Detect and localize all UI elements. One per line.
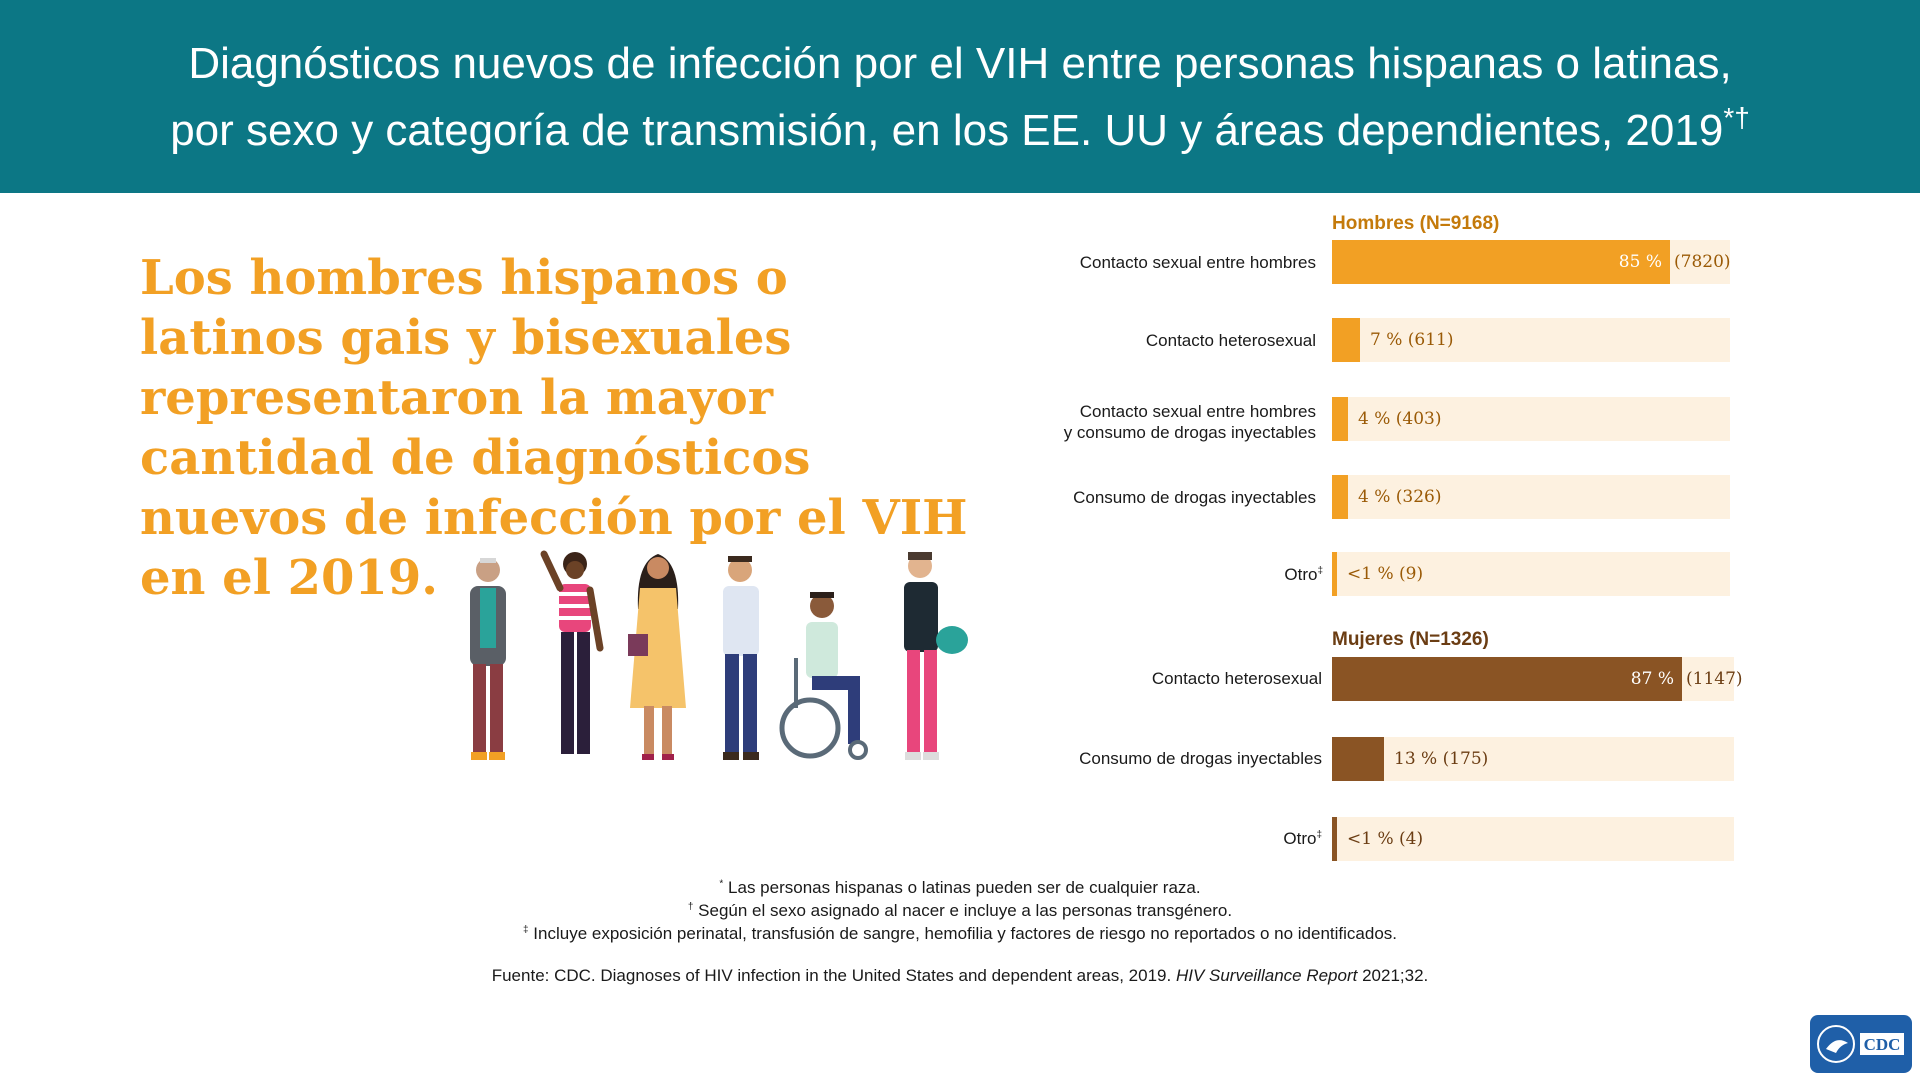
bar-track: 4 % (403)	[1332, 397, 1730, 441]
footnote-text: Las personas hispanas o latinas pueden s…	[728, 878, 1201, 897]
category-label-text-line-2: y consumo de drogas inyectables	[1063, 423, 1316, 442]
bar-fill	[1332, 817, 1337, 861]
footnotes: * Las personas hispanas o latinas pueden…	[0, 876, 1920, 945]
footnote-mark: ‡	[1317, 565, 1323, 577]
title-footnote-marks: *†	[1723, 102, 1750, 133]
source-report-title: HIV Surveillance Report	[1175, 966, 1358, 985]
category-label-text: Otro	[1284, 565, 1318, 584]
headline-text: Los hombres hispanos o latinos gais y bi…	[140, 250, 968, 606]
category-label: Contacto heterosexual	[716, 330, 1316, 351]
category-label: Otro‡	[723, 564, 1323, 585]
person-woman-bag-icon	[904, 552, 968, 760]
cdc-logo-text: CDC	[1864, 1035, 1901, 1054]
category-label-text: Consumo de drogas inyectables	[1079, 749, 1322, 768]
category-label: Contacto sexual entre hombres y consumo d…	[716, 401, 1316, 443]
category-label-text: Contacto heterosexual	[1151, 669, 1322, 688]
footnote-text: Incluye exposición perinatal, transfusió…	[533, 924, 1398, 943]
people-group-illustration	[470, 550, 968, 760]
footnote: † Según el sexo asignado al nacer e incl…	[0, 899, 1920, 922]
category-label: Contacto sexual entre hombres	[716, 252, 1316, 273]
bar-fill	[1332, 737, 1384, 781]
category-label-text: Contacto sexual entre hombres	[1079, 253, 1316, 272]
chart-title-line-2: por sexo y categoría de transmisión, en …	[0, 103, 1920, 159]
source-citation: Fuente: CDC. Diagnoses of HIV infection …	[0, 966, 1920, 986]
bar-fill	[1332, 657, 1682, 701]
bar-value-label: 4 % (326)	[1358, 487, 1442, 507]
bar-track: 85 % (7820)	[1332, 240, 1731, 284]
footnote-mark: ‡	[1316, 829, 1322, 841]
chart-title-line-1: Diagnósticos nuevos de infección por el …	[188, 39, 1732, 88]
section-title-mujeres: Mujeres (N=1326)	[1332, 629, 1489, 650]
category-label: Consumo de drogas inyectables	[716, 487, 1316, 508]
chart-title-line-2-text: por sexo y categoría de transmisión, en …	[170, 106, 1724, 155]
bar-track: <1 % (4)	[1332, 817, 1734, 861]
bar-track: 87 % (1147)	[1332, 657, 1743, 701]
bar-value-label: 13 % (175)	[1394, 749, 1489, 769]
category-label-text: Otro	[1283, 829, 1317, 848]
source-suffix: 2021;32.	[1362, 966, 1429, 985]
person-woman-dress-icon	[628, 554, 686, 760]
bar-value-label: <1 % (4)	[1347, 829, 1424, 849]
bar-fill	[1332, 475, 1348, 519]
bar-track: 4 % (326)	[1332, 475, 1730, 519]
bar-fill	[1332, 397, 1348, 441]
category-label-text: Contacto sexual entre hombres	[1079, 402, 1316, 421]
person-older-man-icon	[470, 558, 506, 760]
footnote-mark: *	[719, 878, 724, 890]
bar-fill	[1332, 552, 1337, 596]
bar-value-label: <1 % (9)	[1347, 564, 1424, 584]
footnote: * Las personas hispanas o latinas pueden…	[0, 876, 1920, 899]
cdc-logo-icon: CDC	[1810, 1015, 1912, 1073]
footnote-text: Según el sexo asignado al nacer e incluy…	[698, 901, 1233, 920]
person-wheelchair-icon	[779, 592, 868, 760]
bar-value-label: 4 % (403)	[1358, 409, 1442, 429]
bar-fill	[1332, 240, 1670, 284]
person-woman-waving-icon	[540, 550, 604, 754]
footnote-mark: ‡	[522, 924, 529, 936]
category-label: Contacto heterosexual	[722, 668, 1322, 689]
bar-fill	[1332, 318, 1360, 362]
bar-value-label: 85 %	[1618, 252, 1662, 272]
person-man-phone-icon	[723, 556, 759, 760]
bar-value-label: 7 % (611)	[1370, 330, 1454, 350]
source-prefix: Fuente: CDC. Diagnoses of HIV infection …	[491, 966, 1172, 985]
footnote: ‡ Incluye exposición perinatal, transfus…	[0, 922, 1920, 945]
category-label: Otro‡	[722, 828, 1322, 849]
footnote-mark: †	[687, 901, 694, 913]
category-label-text: Contacto heterosexual	[1145, 331, 1316, 350]
category-label-text: Consumo de drogas inyectables	[1073, 488, 1316, 507]
bar-count-label: (1147)	[1686, 669, 1743, 689]
bar-value-label: 87 %	[1630, 669, 1674, 689]
bar-track: <1 % (9)	[1332, 552, 1730, 596]
section-title-hombres: Hombres (N=9168)	[1332, 213, 1500, 234]
bar-track: 7 % (611)	[1332, 318, 1730, 362]
bar-count-label: (7820)	[1674, 252, 1731, 272]
bar-track: 13 % (175)	[1332, 737, 1734, 781]
category-label: Consumo de drogas inyectables	[722, 748, 1322, 769]
title-banner: Diagnósticos nuevos de infección por el …	[0, 0, 1920, 193]
